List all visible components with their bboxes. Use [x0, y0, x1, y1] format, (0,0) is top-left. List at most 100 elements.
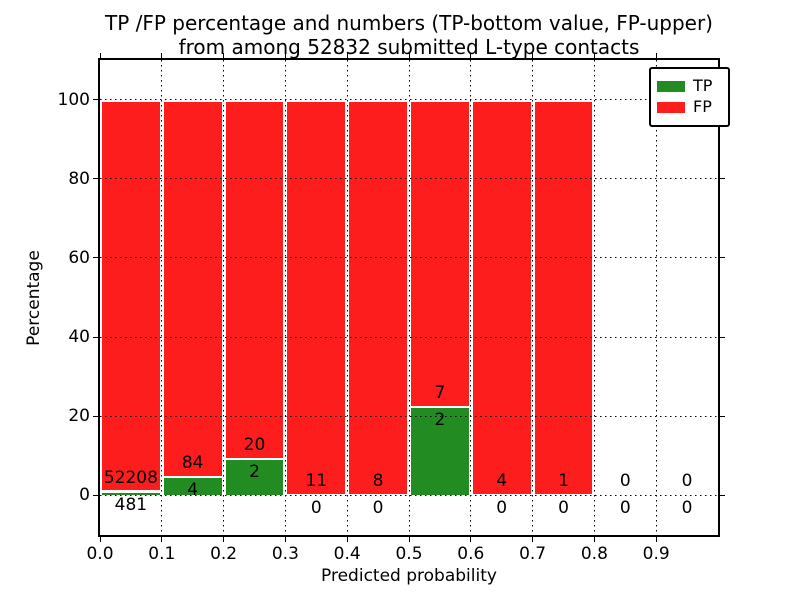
- x-tick-mark: [99, 537, 101, 542]
- tp-count-label: 0: [372, 498, 384, 519]
- tp-count-label: 481: [114, 494, 148, 515]
- x-tick-label: 0.9: [642, 544, 670, 564]
- fp-count-label: 0: [619, 471, 631, 492]
- gridline-vertical: [161, 60, 163, 535]
- y-tick-mark: [720, 494, 725, 496]
- bar-segment-fp: [287, 101, 346, 495]
- fp-count-label: 11: [305, 471, 328, 492]
- bar-segment-tp: [225, 460, 284, 496]
- x-tick-mark: [346, 53, 348, 58]
- y-tick-mark: [720, 336, 725, 338]
- chart-title-line1: TP /FP percentage and numbers (TP-bottom…: [105, 11, 713, 35]
- fp-swatch-icon: [657, 101, 685, 113]
- bar-segment-fp: [411, 101, 469, 406]
- gridline-vertical: [593, 60, 595, 535]
- x-tick-label: 0.2: [210, 544, 238, 564]
- plot-area: Predicted probability Percentage TP FP 5…: [24, 53, 730, 586]
- x-tick-mark: [284, 537, 286, 542]
- x-tick-label: 0.0: [86, 544, 114, 564]
- x-tick-mark: [470, 53, 472, 58]
- tp-count-label: 0: [496, 498, 508, 519]
- gridline-vertical: [655, 60, 657, 535]
- legend-item-tp: TP: [657, 77, 722, 95]
- legend-item-fp: FP: [657, 98, 722, 116]
- x-tick-label: 0.6: [457, 544, 485, 564]
- x-tick-mark: [99, 53, 101, 58]
- y-tick-mark: [93, 336, 98, 338]
- y-tick-mark: [93, 494, 98, 496]
- fp-count-label: 20: [243, 435, 266, 456]
- x-tick-label: 0.8: [580, 544, 608, 564]
- x-tick-mark: [161, 537, 163, 542]
- x-tick-mark: [593, 53, 595, 58]
- x-tick-label: 0.5: [395, 544, 423, 564]
- y-tick-mark: [720, 415, 725, 417]
- tp-count-label: 4: [187, 480, 199, 501]
- fp-count-label: 52208: [103, 467, 158, 488]
- y-tick-mark: [93, 99, 98, 101]
- y-tick-mark: [93, 415, 98, 417]
- x-tick-mark: [532, 537, 534, 542]
- x-tick-mark: [470, 537, 472, 542]
- legend-label-tp: TP: [693, 76, 713, 95]
- bar-segment-fp: [349, 101, 407, 495]
- y-tick-label: 100: [57, 89, 90, 110]
- gridline-horizontal: [100, 494, 718, 496]
- tp-swatch-icon: [657, 80, 685, 92]
- x-tick-mark: [655, 537, 657, 542]
- fp-count-label: 84: [181, 453, 204, 474]
- x-tick-mark: [223, 537, 225, 542]
- x-tick-mark: [346, 537, 348, 542]
- x-tick-label: 0.1: [148, 544, 176, 564]
- x-tick-mark: [223, 53, 225, 58]
- gridline-vertical: [470, 60, 472, 535]
- y-tick-label: 40: [68, 327, 90, 348]
- bar-segment-fp: [225, 101, 284, 458]
- gridline-vertical: [532, 60, 534, 535]
- x-tick-mark: [593, 537, 595, 542]
- x-tick-mark: [161, 53, 163, 58]
- gridline-horizontal: [100, 99, 718, 101]
- legend-label-fp: FP: [693, 97, 712, 116]
- y-tick-label: 0: [79, 485, 90, 506]
- x-tick-mark: [408, 537, 410, 542]
- gridline-horizontal: [100, 336, 718, 338]
- gridline-horizontal: [100, 257, 718, 259]
- y-tick-mark: [93, 178, 98, 180]
- fp-count-label: 8: [372, 471, 384, 492]
- gridline-vertical: [284, 60, 286, 535]
- x-tick-label: 0.4: [333, 544, 361, 564]
- legend: TP FP: [649, 67, 730, 127]
- y-tick-label: 80: [68, 168, 90, 189]
- tp-count-label: 0: [558, 498, 569, 519]
- tp-count-label: 0: [619, 498, 631, 519]
- y-tick-label: 20: [68, 406, 90, 427]
- fp-count-label: 1: [558, 471, 569, 492]
- fp-count-label: 4: [496, 471, 508, 492]
- fp-count-label: 7: [434, 383, 446, 404]
- y-tick-mark: [720, 257, 725, 259]
- bar-segment-fp: [163, 101, 222, 476]
- x-tick-mark: [532, 53, 534, 58]
- x-tick-mark: [408, 53, 410, 58]
- tp-count-label: 2: [249, 462, 260, 483]
- bar-segment-fp: [472, 101, 531, 495]
- chart-title: TP /FP percentage and numbers (TP-bottom…: [98, 11, 720, 59]
- fp-count-label: 0: [681, 471, 693, 492]
- x-tick-label: 0.3: [271, 544, 299, 564]
- gridline-horizontal: [100, 415, 718, 417]
- bar-segment-fp: [534, 101, 593, 495]
- y-tick-label: 60: [68, 247, 90, 268]
- y-tick-mark: [720, 178, 725, 180]
- x-tick-mark: [655, 53, 657, 58]
- gridline-vertical: [346, 60, 348, 535]
- gridline-vertical: [223, 60, 225, 535]
- x-tick-label: 0.7: [519, 544, 547, 564]
- gridline-horizontal: [100, 178, 718, 180]
- x-axis-label: Predicted probability: [321, 566, 497, 586]
- bar-segment-tp: [102, 492, 160, 496]
- x-tick-mark: [284, 53, 286, 58]
- y-tick-mark: [93, 257, 98, 259]
- y-axis-label: Percentage: [24, 250, 44, 346]
